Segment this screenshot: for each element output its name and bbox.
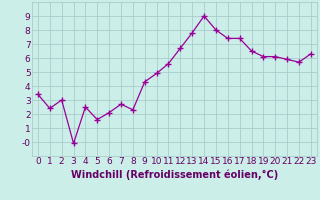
X-axis label: Windchill (Refroidissement éolien,°C): Windchill (Refroidissement éolien,°C): [71, 169, 278, 180]
